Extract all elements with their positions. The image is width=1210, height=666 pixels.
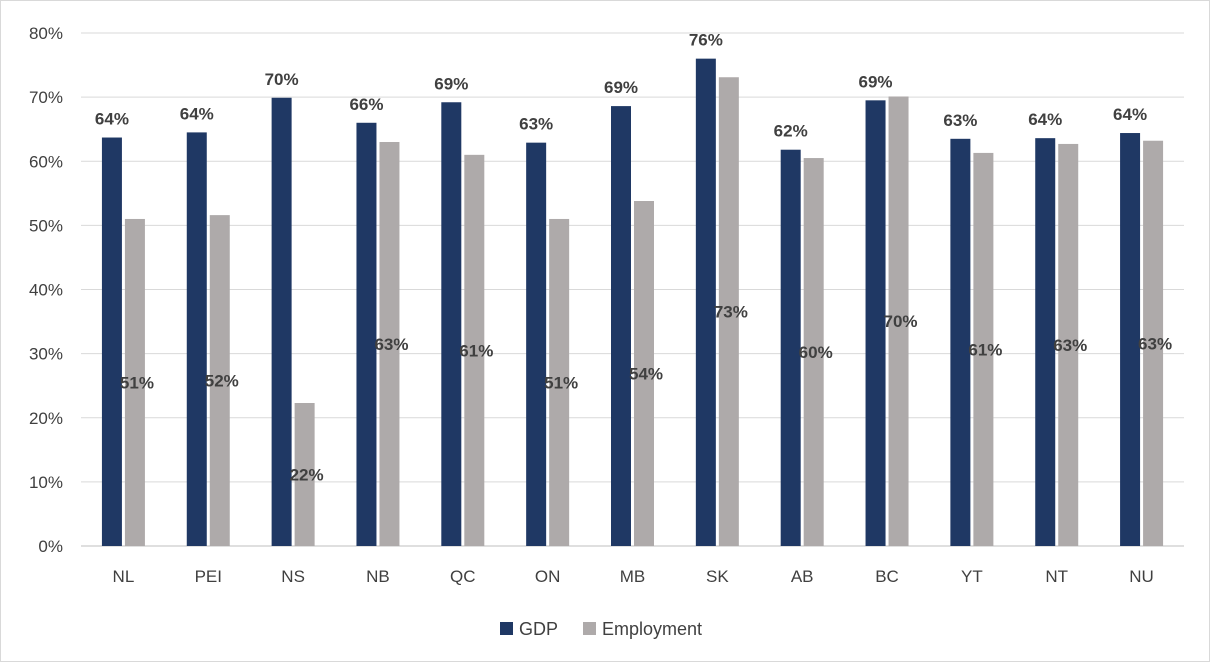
data-label-employment-mb: 54% [629,365,663,384]
legend-swatch-employment [583,622,596,635]
x-tick-label: MB [620,567,646,586]
bar-gdp-ab [780,149,801,546]
bar-employment-ns [294,403,315,546]
x-tick-label: NT [1045,567,1068,586]
bar-employment-qc [464,154,485,546]
y-tick-label: 10% [29,473,63,492]
data-label-gdp-mb: 69% [604,78,638,97]
data-label-employment-ab: 60% [799,343,833,362]
y-tick-label: 60% [29,152,63,171]
data-label-gdp-sk: 76% [689,31,723,50]
bar-gdp-nb [356,122,377,547]
y-tick-label: 20% [29,409,63,428]
data-label-employment-pei: 52% [205,372,239,391]
x-tick-label: QC [450,567,476,586]
data-label-gdp-nl: 64% [95,110,129,129]
y-axis-ticks: 0% 10% 20% 30% 40% 50% 60% 70% 80% [29,24,63,556]
legend-label-employment: Employment [602,619,702,639]
data-label-gdp-ns: 70% [265,70,299,89]
legend-swatch-gdp [500,622,513,635]
data-label-employment-nl: 51% [120,373,154,392]
data-label-gdp-yt: 63% [943,111,977,130]
bar-employment-yt [973,152,994,546]
bar-employment-bc [888,96,909,546]
bar-gdp-bc [865,100,886,547]
data-label-gdp-bc: 69% [859,72,893,91]
y-tick-label: 70% [29,88,63,107]
data-label-employment-nt: 63% [1053,336,1087,355]
y-tick-label: 0% [38,537,63,556]
bar-gdp-qc [441,102,462,546]
bar-employment-mb [634,201,654,546]
bar-employment-nl [124,218,145,546]
legend: GDP Employment [500,619,702,639]
bars [101,58,1164,547]
x-tick-label: PEI [195,567,222,586]
bar-gdp-yt [950,138,971,546]
bar-gdp-ns [271,97,292,547]
data-label-gdp-pei: 64% [180,104,214,123]
bar-employment-sk [718,77,739,546]
gridlines [81,32,1184,547]
x-tick-label: SK [706,567,729,586]
data-label-employment-nu: 63% [1138,334,1172,353]
y-tick-label: 80% [29,24,63,43]
bar-gdp-mb [611,106,631,546]
x-tick-label: NS [281,567,305,586]
bar-employment-nu [1143,140,1164,547]
data-label-employment-bc: 70% [884,312,918,331]
y-tick-label: 50% [29,216,63,235]
bar-gdp-nl [101,137,122,546]
bar-employment-pei [209,215,230,547]
bar-gdp-on [526,142,547,546]
bar-gdp-sk [695,58,716,547]
x-tick-label: ON [535,567,561,586]
data-label-gdp-nt: 64% [1028,110,1062,129]
legend-label-gdp: GDP [519,619,558,639]
data-label-employment-sk: 73% [714,303,748,322]
data-label-gdp-qc: 69% [434,74,468,93]
y-tick-label: 40% [29,281,63,300]
x-tick-label: NU [1129,567,1154,586]
data-label-gdp-nb: 66% [349,95,383,114]
data-labels: 64% 51% 64% 52% 70% 22% 66% 63% 69% 61% 63% 51% 69% 5… [95,31,1172,485]
data-label-employment-yt: 61% [968,340,1002,359]
data-label-employment-ns: 22% [290,466,324,485]
bar-employment-nt [1058,143,1079,546]
bar-employment-on [549,218,570,546]
x-tick-label: NB [366,567,390,586]
data-label-gdp-ab: 62% [774,122,808,141]
data-label-gdp-on: 63% [519,115,553,134]
x-tick-label: BC [875,567,899,586]
bar-employment-ab [803,158,824,546]
bar-employment-nb [379,142,400,546]
x-axis-ticks: NL PEI NS NB QC ON MB SK AB BC YT NT NU [113,567,1154,586]
x-tick-label: AB [791,567,814,586]
y-tick-label: 30% [29,345,63,364]
bar-gdp-nt [1035,138,1056,547]
data-label-employment-on: 51% [544,373,578,392]
data-label-employment-qc: 61% [459,341,493,360]
data-label-gdp-nu: 64% [1113,105,1147,124]
bar-gdp-nu [1120,133,1141,546]
data-label-employment-nb: 63% [374,335,408,354]
bar-gdp-pei [186,132,207,547]
x-tick-label: YT [961,567,983,586]
x-tick-label: NL [113,567,135,586]
